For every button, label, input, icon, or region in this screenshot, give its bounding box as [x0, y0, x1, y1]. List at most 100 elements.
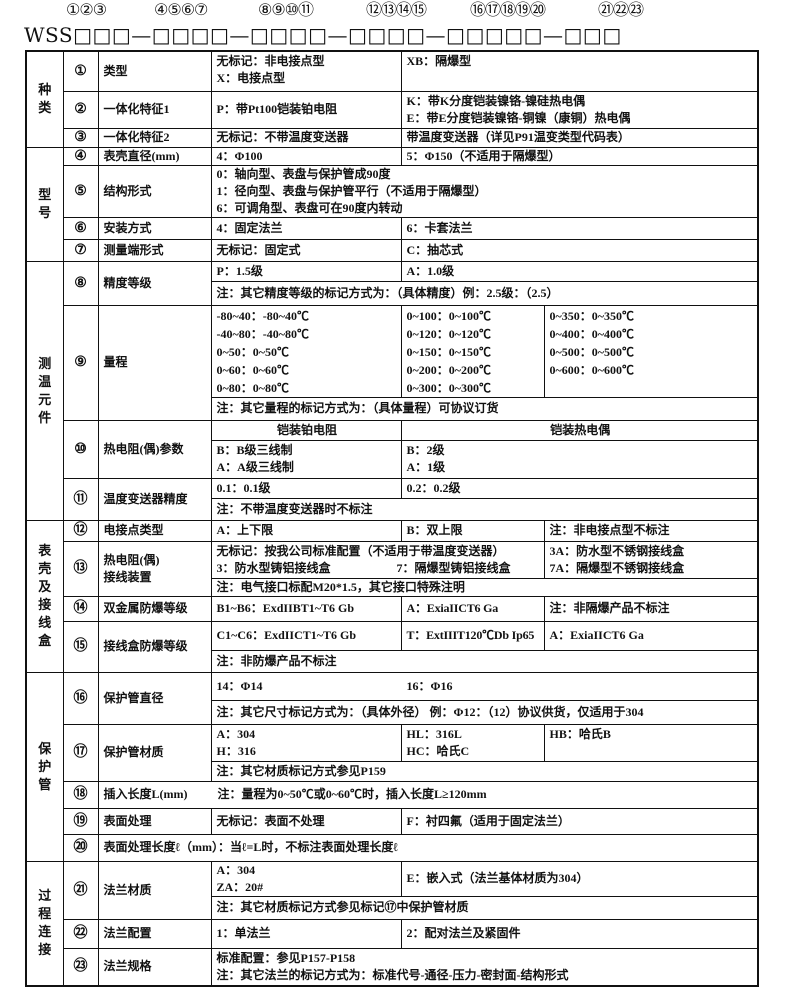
item-name: 热电阻(偶) 接线装置 — [97, 540, 212, 597]
option-cell: A：304 ZA：20# — [210, 860, 402, 897]
item-number: ④ — [62, 146, 99, 166]
table-row: ⑮ 接线盒防爆等级 C1~C6：ExdIICT1~T6 Gb T：ExtIIIT… — [26, 620, 759, 673]
option-cell: 0：轴向型、表盘与保护管成90度 1：径向型、表盘与保护管平行（不适用于隔爆型） 6… — [210, 164, 759, 218]
table-row: 型号 ④ 表壳直径(mm) 4：Φ100 5：Φ150（不适用于隔爆型） — [25, 146, 759, 262]
item-number: ⑩ — [62, 419, 99, 479]
item-name: 表面处理 — [97, 807, 212, 835]
item-number: ⑰ — [62, 723, 99, 782]
item-number: ⑨ — [62, 304, 99, 421]
option-cell: 无标记：不带温度变送器 — [210, 127, 402, 148]
option-cell: 4：固定法兰 — [210, 216, 402, 240]
table-row: 种类 ① 类型 无标记：非电接点型 X：电接点型 XB：隔爆型 — [25, 50, 759, 148]
option-cell: 无标记：按我公司标准配置（不适用于带温度变送器） 3：防水型铸铝接线盒 7：隔爆型… — [210, 540, 545, 579]
item-name: 类型 — [97, 50, 212, 92]
table-row: ㉓ 法兰规格 标准配置：参见P157-P158 注：其它法兰的标记方式为：标准代号… — [26, 947, 759, 987]
option-cell: C1~C6：ExdIICT1~T6 Gb — [210, 620, 402, 651]
note-cell: 注：其它尺寸标记方式为：（具体外径） 例：Φ12：（12）协议供货，仅适用于30… — [210, 699, 759, 725]
table-row: ② 一体化特征1 P：带Pt100铠装铂电阻 K：带K分度铠装镍铬-镍硅热电偶 E… — [26, 90, 759, 129]
note-cell: 注：非防爆产品不标注 — [210, 649, 759, 673]
option-cell: 3A：防水型不锈钢接线盒 7A：隔爆型不锈钢接线盒 — [543, 540, 759, 579]
table-row: ⑤ 结构形式 0：轴向型、表盘与保护管成90度 1：径向型、表盘与保护管平行（不适… — [26, 164, 759, 218]
item-name: 保护管材质 — [97, 723, 212, 782]
table-row: ③ 一体化特征2 无标记：不带温度变送器 带温度变送器（详见P91温变类型代码表… — [26, 127, 759, 148]
option-cell: HB：哈氏B — [543, 723, 759, 762]
item-name: 安装方式 — [97, 216, 212, 240]
position-group-3: ⑧⑨⑩⑪ — [258, 0, 314, 19]
table-row: ⑲ 表面处理 无标记：表面不处理 F：衬四氟（适用于固定法兰） — [26, 807, 759, 835]
option-cell: 14：Φ14 16：Φ16 — [210, 671, 759, 701]
option-cell: XB：隔爆型 — [400, 50, 759, 92]
note-cell: 注：其它量程的标记方式为：（具体量程）可协议订货 — [210, 396, 759, 421]
range-column-2: 0~100：0~100℃ 0~120：0~120℃ 0~150：0~150℃ 0~20… — [400, 304, 545, 398]
table-row: ⑪ 温度变送器精度 0.1：0.1级 0.2：0.2级 — [26, 477, 759, 521]
option-cell: B：2级 A：1级 — [400, 439, 759, 479]
item-number: ⑥ — [62, 216, 99, 240]
option-cell: 6：卡套法兰 — [400, 216, 759, 240]
option-cell: P：带Pt100铠装铂电阻 — [210, 90, 402, 129]
item-name: 法兰规格 — [97, 947, 212, 987]
item-name: 表壳直径(mm) — [97, 146, 212, 166]
item-name: 法兰材质 — [97, 860, 212, 920]
position-group-5: ⑯⑰⑱⑲⑳ — [470, 0, 546, 19]
note-cell: 注：非电接点型不标注 — [543, 519, 759, 542]
option-cell: 2：配对法兰及紧固件 — [400, 918, 759, 949]
item-name-and-note: 插入长度L(mm) 注：量程为0~50℃或0~60℃时，插入长度L≥120mm — [97, 780, 759, 809]
table-row: ⑱ 插入长度L(mm) 注：量程为0~50℃或0~60℃时，插入长度L≥120mm — [26, 780, 759, 809]
table-row: 注：其它尺寸标记方式为：（具体外径） 例：Φ12：（12）协议供货，仅适用于30… — [26, 699, 759, 725]
item-number: ③ — [62, 127, 99, 148]
item-name: 电接点类型 — [97, 519, 212, 542]
column-header: 铠装铂电阻 — [210, 419, 402, 441]
item-number: ㉑ — [62, 860, 99, 920]
option-cell: 0.1：0.1级 — [210, 477, 402, 499]
option-cell: A：304 H：316 — [210, 723, 402, 762]
item-number: ⑦ — [62, 238, 99, 262]
option-cell: B：双上限 — [400, 519, 545, 542]
item-name: 接线盒防爆等级 — [97, 620, 212, 673]
range-column-1: -80~40：-80~40℃ -40~80：-40~80℃ 0~50：0~50℃ 0~… — [210, 304, 402, 398]
item-name: 法兰配置 — [97, 918, 212, 949]
option-cell: C：抽芯式 — [400, 238, 759, 262]
note-cell: 注：其它材质标记方式参见标记⑰中保护管材质 — [210, 895, 759, 920]
option-cell: P：1.5级 — [210, 260, 402, 282]
item-number: ⑬ — [62, 540, 99, 597]
item-number: ① — [62, 50, 99, 92]
item-number: ⑭ — [62, 595, 99, 622]
position-group-2: ④⑤⑥⑦ — [154, 0, 208, 19]
option-cell: F：衬四氟（适用于固定法兰） — [400, 807, 759, 835]
table-row: 注：其它材质标记方式参见标记⑰中保护管材质 — [26, 895, 759, 920]
option-cell: 0.2：0.2级 — [400, 477, 759, 499]
group-label: 表壳及接线盒 — [25, 519, 64, 673]
option-cell: T：ExtIIIT120℃Db Ip65 — [400, 620, 545, 651]
item-name: 量程 — [97, 304, 212, 421]
option-cell: 5：Φ150（不适用于隔爆型） — [400, 146, 759, 166]
item-number: ㉒ — [62, 918, 99, 949]
table-row: 表壳及接线盒 ⑫ 电接点类型 A：上下限 B：双上限 注：非电接点型不标注 — [25, 519, 759, 673]
item-number: ⑤ — [62, 164, 99, 218]
position-group-1: ①②③ — [66, 0, 107, 19]
item-name: 结构形式 — [97, 164, 212, 218]
table-row: ⑰ 保护管材质 A：304 H：316 HL：316L HC：哈氏C HB：哈氏B — [26, 723, 759, 782]
table-row: ⑳ 表面处理长度ℓ（mm）：当ℓ=L时，不标注表面处理长度ℓ — [26, 833, 759, 862]
option-cell: A：ExiaIICT6 Ga — [400, 595, 545, 622]
group-label: 过程连接 — [25, 860, 64, 987]
position-group-4: ⑫⑬⑭⑮ — [366, 0, 427, 19]
option-cell: A：1.0级 — [400, 260, 759, 282]
group-label: 保护管 — [25, 671, 64, 862]
item-number: ⑱ — [62, 780, 99, 809]
note-cell: 注：其它材质标记方式参见P159 — [210, 760, 759, 782]
option-cell: K：带K分度铠装镍铬-镍硅热电偶 E：带E分度铠装镍铬-铜镍（康铜）热电偶 — [400, 90, 759, 129]
item-name-and-note: 表面处理长度ℓ（mm）：当ℓ=L时，不标注表面处理长度ℓ — [97, 833, 759, 862]
option-cell: A：上下限 — [210, 519, 402, 542]
table-row: 测温元件 ⑧ 精度等级 P：1.5级 A：1.0级 — [25, 260, 759, 521]
option-cell: E：嵌入式（法兰基体材质为304） — [400, 860, 759, 897]
option-cell: B：B级三线制 A：A级三线制 — [210, 439, 402, 479]
position-group-6: ㉑㉒㉓ — [598, 0, 644, 19]
item-number: ㉓ — [62, 947, 99, 987]
option-cell: 无标记：表面不处理 — [210, 807, 402, 835]
option-cell: 无标记：固定式 — [210, 238, 402, 262]
range-column-3: 0~350：0~350℃ 0~400：0~400℃ 0~500：0~500℃ 0~60… — [543, 304, 759, 398]
table-row: ⑭ 双金属防爆等级 B1~B6：ExdIIBT1~T6 Gb A：ExiaIIC… — [26, 595, 759, 622]
item-number: ⑪ — [62, 477, 99, 521]
table-row: ⑬ 热电阻(偶) 接线装置 无标记：按我公司标准配置（不适用于带温度变送器） 3：… — [26, 540, 759, 597]
position-numbers: ①②③ ④⑤⑥⑦ ⑧⑨⑩⑪ ⑫⑬⑭⑮ ⑯⑰⑱⑲⑳ ㉑㉒㉓ — [0, 0, 790, 20]
